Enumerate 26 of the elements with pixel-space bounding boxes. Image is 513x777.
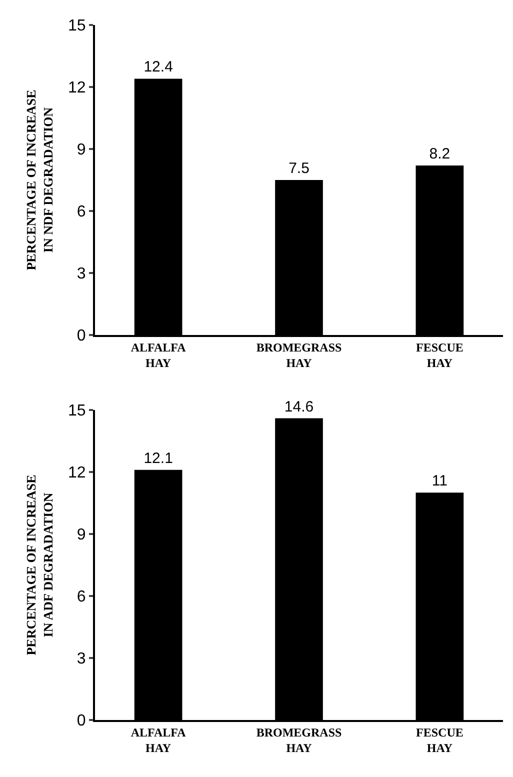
y-tick-label: 0 [76, 328, 86, 345]
x-tick-label: ALFALFA HAY [130, 725, 186, 755]
data-label: 14.6 [284, 398, 314, 416]
y-tick-label: 3 [76, 266, 86, 283]
y-tick-label: 15 [68, 402, 86, 420]
x-tick-label: FESCUE HAY [416, 340, 464, 370]
x-tick-label: ALFALFA HAY [130, 340, 186, 370]
data-label: 8.2 [429, 146, 450, 163]
y-tick-label: 6 [76, 588, 86, 606]
y-tick-label: 3 [76, 650, 86, 668]
y-tick-label: 12 [68, 464, 86, 482]
y-tick-label: 15 [68, 18, 86, 35]
x-tick-label: BROMEGRASS HAY [256, 725, 342, 755]
y-tick-label: 9 [76, 526, 86, 544]
y-tick-label: 9 [76, 142, 86, 159]
y-axis-title: PERCENTAGE OF INCREASE IN NDF DEGRADATION [24, 90, 56, 270]
y-tick-label: 12 [68, 80, 86, 97]
y-tick-label: 6 [76, 204, 86, 221]
data-label: 11 [432, 472, 448, 490]
data-label: 7.5 [288, 160, 310, 177]
y-tick-label: 0 [76, 712, 86, 730]
data-label: 12.1 [144, 450, 173, 467]
y-axis-title: PERCENTAGE OF INCREASE IN ADF DEGRADATION [24, 474, 56, 656]
data-label: 12.4 [144, 58, 173, 76]
x-tick-label: BROMEGRASS HAY [256, 340, 342, 370]
x-tick-label: FESCUE HAY [416, 725, 464, 755]
